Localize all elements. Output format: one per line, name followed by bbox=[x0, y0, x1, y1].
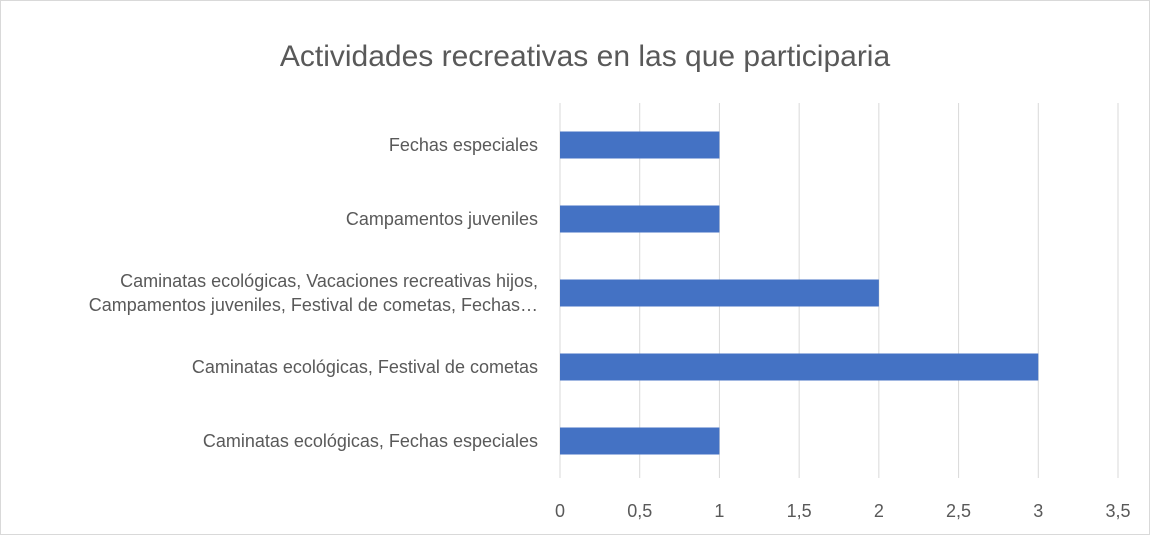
bar bbox=[560, 279, 879, 307]
chart-title: Actividades recreativas en las que parti… bbox=[280, 40, 891, 73]
y-tick-label: Campamentos juveniles bbox=[345, 209, 538, 229]
x-tick-label: 2 bbox=[874, 501, 884, 521]
x-tick-label: 1,5 bbox=[787, 501, 812, 521]
bar bbox=[560, 427, 720, 455]
bar bbox=[560, 205, 720, 233]
x-tick-label: 0,5 bbox=[627, 501, 652, 521]
x-tick-label: 1 bbox=[714, 501, 724, 521]
bar bbox=[560, 353, 1039, 381]
bar bbox=[560, 131, 720, 159]
y-tick-label: Caminatas ecológicas, Fechas especiales bbox=[202, 431, 538, 451]
y-tick-label: Caminatas ecológicas, Vacaciones recreat… bbox=[88, 271, 538, 315]
y-tick-label: Caminatas ecológicas, Festival de cometa… bbox=[191, 357, 538, 377]
x-tick-label: 0 bbox=[555, 501, 565, 521]
x-tick-label: 2,5 bbox=[946, 501, 971, 521]
x-tick-label: 3 bbox=[1033, 501, 1043, 521]
x-tick-label: 3,5 bbox=[1105, 501, 1130, 521]
y-tick-label: Fechas especiales bbox=[388, 135, 538, 155]
